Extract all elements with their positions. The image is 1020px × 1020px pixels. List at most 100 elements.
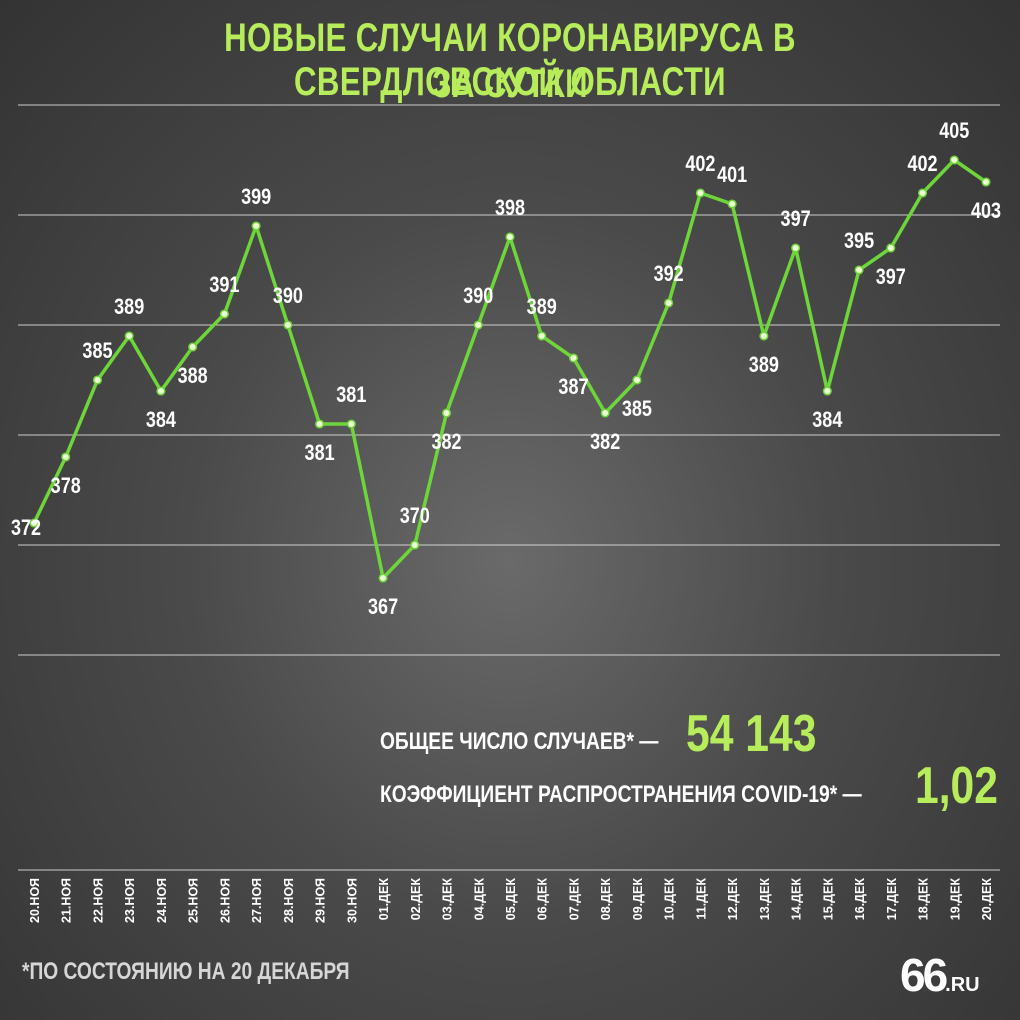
x-tick-label: 21.НОЯ xyxy=(60,878,74,923)
data-point xyxy=(537,331,547,341)
data-point xyxy=(283,320,293,330)
data-point xyxy=(791,243,801,253)
data-point xyxy=(29,518,39,528)
x-tick-label: 27.НОЯ xyxy=(250,878,264,923)
data-point xyxy=(886,243,896,253)
data-point xyxy=(632,375,642,385)
x-tick-label: 04.ДЕК xyxy=(472,878,486,921)
x-tick-label: 08.ДЕК xyxy=(599,878,613,921)
data-label: 378 xyxy=(51,474,81,498)
x-tick-label: 25.НОЯ xyxy=(187,878,201,923)
data-label: 385 xyxy=(622,397,652,421)
data-point xyxy=(981,177,991,187)
data-label: 397 xyxy=(781,207,811,231)
data-point xyxy=(695,188,705,198)
x-tick-label: 26.НОЯ xyxy=(218,878,232,923)
x-tick-label: 22.НОЯ xyxy=(91,878,105,923)
x-tick-label: 23.НОЯ xyxy=(123,878,137,923)
x-tick-label: 15.ДЕК xyxy=(821,878,835,921)
data-label: 389 xyxy=(749,353,779,377)
data-label: 388 xyxy=(178,364,208,388)
data-point xyxy=(315,419,325,429)
data-point xyxy=(251,221,261,231)
x-tick-label: 14.ДЕК xyxy=(790,878,804,921)
data-label: 382 xyxy=(590,430,620,454)
data-label: 390 xyxy=(463,284,493,308)
x-tick-label: 24.НОЯ xyxy=(155,878,169,923)
data-point xyxy=(346,419,356,429)
data-point xyxy=(664,298,674,308)
data-label: 381 xyxy=(305,441,335,465)
data-point xyxy=(61,452,71,462)
data-label: 384 xyxy=(146,408,177,432)
data-label: 381 xyxy=(336,383,366,407)
data-label: 392 xyxy=(654,262,684,286)
data-label: 395 xyxy=(844,229,874,253)
data-point xyxy=(156,386,166,396)
data-label: 390 xyxy=(273,284,303,308)
data-label: 389 xyxy=(527,295,557,319)
data-label: 399 xyxy=(241,185,271,209)
data-point xyxy=(727,199,737,209)
logo-number: 66 xyxy=(900,949,948,1001)
data-label: 398 xyxy=(495,196,525,220)
chart-title-line1: НОВЫЕ СЛУЧАИ КОРОНАВИРУСА В СВЕРДЛОВСКОЙ… xyxy=(224,16,796,104)
x-tick-label: 09.ДЕК xyxy=(631,878,645,921)
logo-suffix: .RU xyxy=(945,974,980,996)
x-tick-label: 20.НОЯ xyxy=(28,878,42,923)
data-point xyxy=(124,331,134,341)
data-label: 402 xyxy=(907,152,937,176)
x-tick-label: 28.НОЯ xyxy=(282,878,296,923)
data-point xyxy=(92,375,103,385)
data-point xyxy=(188,342,198,352)
spread-coefficient-value: 1,02 xyxy=(915,757,998,815)
x-tick-label: 10.ДЕК xyxy=(663,878,677,921)
x-tick-label: 17.ДЕК xyxy=(885,878,899,921)
data-label: 405 xyxy=(939,119,969,143)
x-tick-label: 06.ДЕК xyxy=(536,878,550,921)
data-point xyxy=(759,331,769,341)
data-label: 372 xyxy=(11,516,41,540)
data-point xyxy=(378,573,388,583)
data-label: 382 xyxy=(431,430,461,454)
total-cases-label: ОБЩЕЕ ЧИСЛО СЛУЧАЕВ* — xyxy=(380,728,659,755)
x-tick-label: 18.ДЕК xyxy=(917,878,931,921)
data-label: 370 xyxy=(400,504,430,528)
x-tick-label: 30.НОЯ xyxy=(345,878,359,923)
x-tick-label: 12.ДЕК xyxy=(726,878,740,921)
x-tick-label: 07.ДЕК xyxy=(567,878,581,921)
x-tick-label: 19.ДЕК xyxy=(948,878,962,921)
data-point xyxy=(917,188,928,198)
data-point xyxy=(441,408,452,418)
chart-title-line2: ЗА СУТКИ xyxy=(432,62,588,106)
data-point xyxy=(473,320,483,330)
data-label: 384 xyxy=(812,408,843,432)
x-tick-label: 13.ДЕК xyxy=(758,878,772,921)
site-logo: 66.RU xyxy=(900,948,980,1002)
data-label: 385 xyxy=(82,339,112,363)
x-tick-label: 01.ДЕК xyxy=(377,878,391,921)
x-tick-label: 11.ДЕК xyxy=(694,878,708,920)
data-label: 387 xyxy=(558,375,588,399)
data-label: 389 xyxy=(114,295,144,319)
data-point xyxy=(822,386,832,396)
spread-coefficient-label: КОЭФФИЦИЕНТ РАСПРОСТРАНЕНИЯ COVID-19* — xyxy=(380,781,862,808)
data-point xyxy=(854,265,864,275)
data-point xyxy=(600,408,610,418)
x-tick-label: 05.ДЕК xyxy=(504,878,518,921)
data-point xyxy=(949,155,959,165)
footnote: *ПО СОСТОЯНИЮ НА 20 ДЕКАБРЯ xyxy=(22,958,350,985)
data-label: 402 xyxy=(685,152,715,176)
data-point xyxy=(568,353,579,363)
data-point xyxy=(219,309,229,319)
data-point xyxy=(410,540,420,550)
x-tick-label: 03.ДЕК xyxy=(441,878,455,921)
data-point xyxy=(505,232,515,242)
total-cases-value: 54 143 xyxy=(686,705,817,763)
data-label: 401 xyxy=(717,163,747,187)
x-tick-label: 20.ДЕК xyxy=(980,878,994,921)
x-tick-label: 29.НОЯ xyxy=(314,878,328,923)
data-label: 397 xyxy=(876,265,906,289)
data-label: 403 xyxy=(971,199,1001,223)
